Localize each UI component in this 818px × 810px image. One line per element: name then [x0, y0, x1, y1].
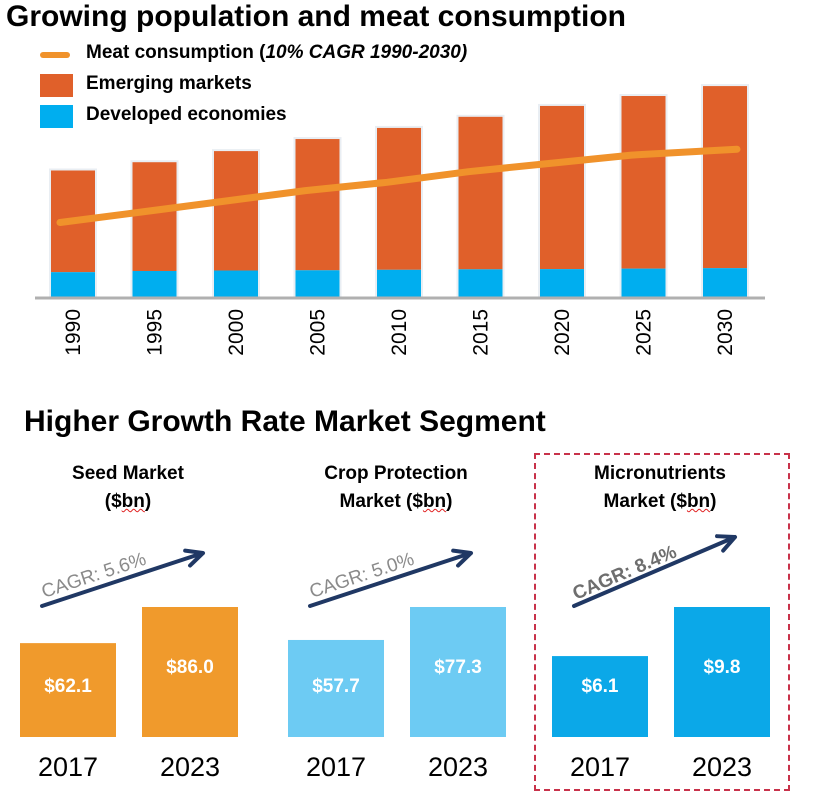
bar-emerging-2015: [458, 116, 503, 270]
bar-emerging-2000: [214, 151, 258, 271]
micronutrients-highlight-box: [534, 453, 790, 791]
bar-group-2025: [619, 94, 668, 298]
bar-developed-2030: [703, 268, 747, 297]
x-tick-1990: 1990: [62, 309, 85, 356]
bar-group-1995: [130, 160, 179, 297]
bar-emerging-2030: [703, 86, 747, 269]
top-chart-title: Growing population and meat consumption: [6, 0, 626, 33]
x-tick-2005: 2005: [307, 309, 330, 356]
bar-developed-2010: [377, 269, 421, 297]
bar-group-2010: [375, 125, 423, 298]
bar-emerging-2010: [377, 127, 421, 270]
meat-consumption-line: [56, 145, 741, 227]
bar-developed-1990: [51, 272, 95, 297]
bar-group-2015: [456, 114, 505, 297]
bar-group-2000: [212, 149, 260, 297]
bar-developed-1995: [132, 270, 177, 297]
bar-developed-2005: [295, 270, 340, 297]
bar-group-2020: [538, 103, 586, 297]
x-tick-1995: 1995: [144, 309, 167, 356]
x-tick-2000: 2000: [225, 309, 248, 356]
seed-market-title: Seed Market ($bn): [72, 463, 184, 512]
legend-swatch-developed: [40, 105, 73, 128]
bar-emerging-2005: [295, 139, 340, 271]
x-tick-2030: 2030: [714, 309, 737, 356]
micronutrients-title: Micronutrients Market ($bn): [594, 463, 726, 512]
bar-developed-2015: [458, 269, 503, 297]
legend-swatch-emerging: [40, 74, 73, 97]
seed-market-panel: Seed Market ($bn): [0, 452, 258, 792]
crop-protection-title: Crop Protection Market ($bn): [324, 463, 468, 512]
bar-developed-2020: [540, 269, 584, 297]
bar-emerging-1995: [132, 162, 177, 271]
meat-consumption-chart: 1990 1995 2000 2005 2010 2015 2020 2025 2030: [35, 84, 765, 356]
micronutrients-panel: Micronutrients Market ($bn): [530, 452, 790, 792]
bar-developed-2025: [621, 268, 666, 297]
bottom-section-title: Higher Growth Rate Market Segment: [24, 405, 546, 438]
bar-emerging-2025: [621, 96, 666, 269]
x-tick-2010: 2010: [388, 309, 411, 356]
legend-label-emerging: Emerging markets: [86, 73, 252, 94]
bar-group-2005: [293, 137, 342, 297]
crop-protection-panel: Crop Protection Market ($bn): [266, 452, 526, 792]
bar-group-2030: [701, 84, 749, 298]
bar-developed-2000: [214, 270, 258, 297]
legend-label-developed: Developed economies: [86, 104, 287, 125]
x-tick-2015: 2015: [470, 309, 493, 356]
bar-emerging-2020: [540, 105, 584, 270]
legend-swatch-meat: [40, 52, 70, 58]
legend-label-meat: Meat consumption (10% CAGR 1990-2030): [86, 42, 468, 63]
bar-group-1990: [49, 168, 97, 297]
x-tick-2020: 2020: [551, 309, 574, 356]
x-tick-2025: 2025: [633, 309, 656, 356]
